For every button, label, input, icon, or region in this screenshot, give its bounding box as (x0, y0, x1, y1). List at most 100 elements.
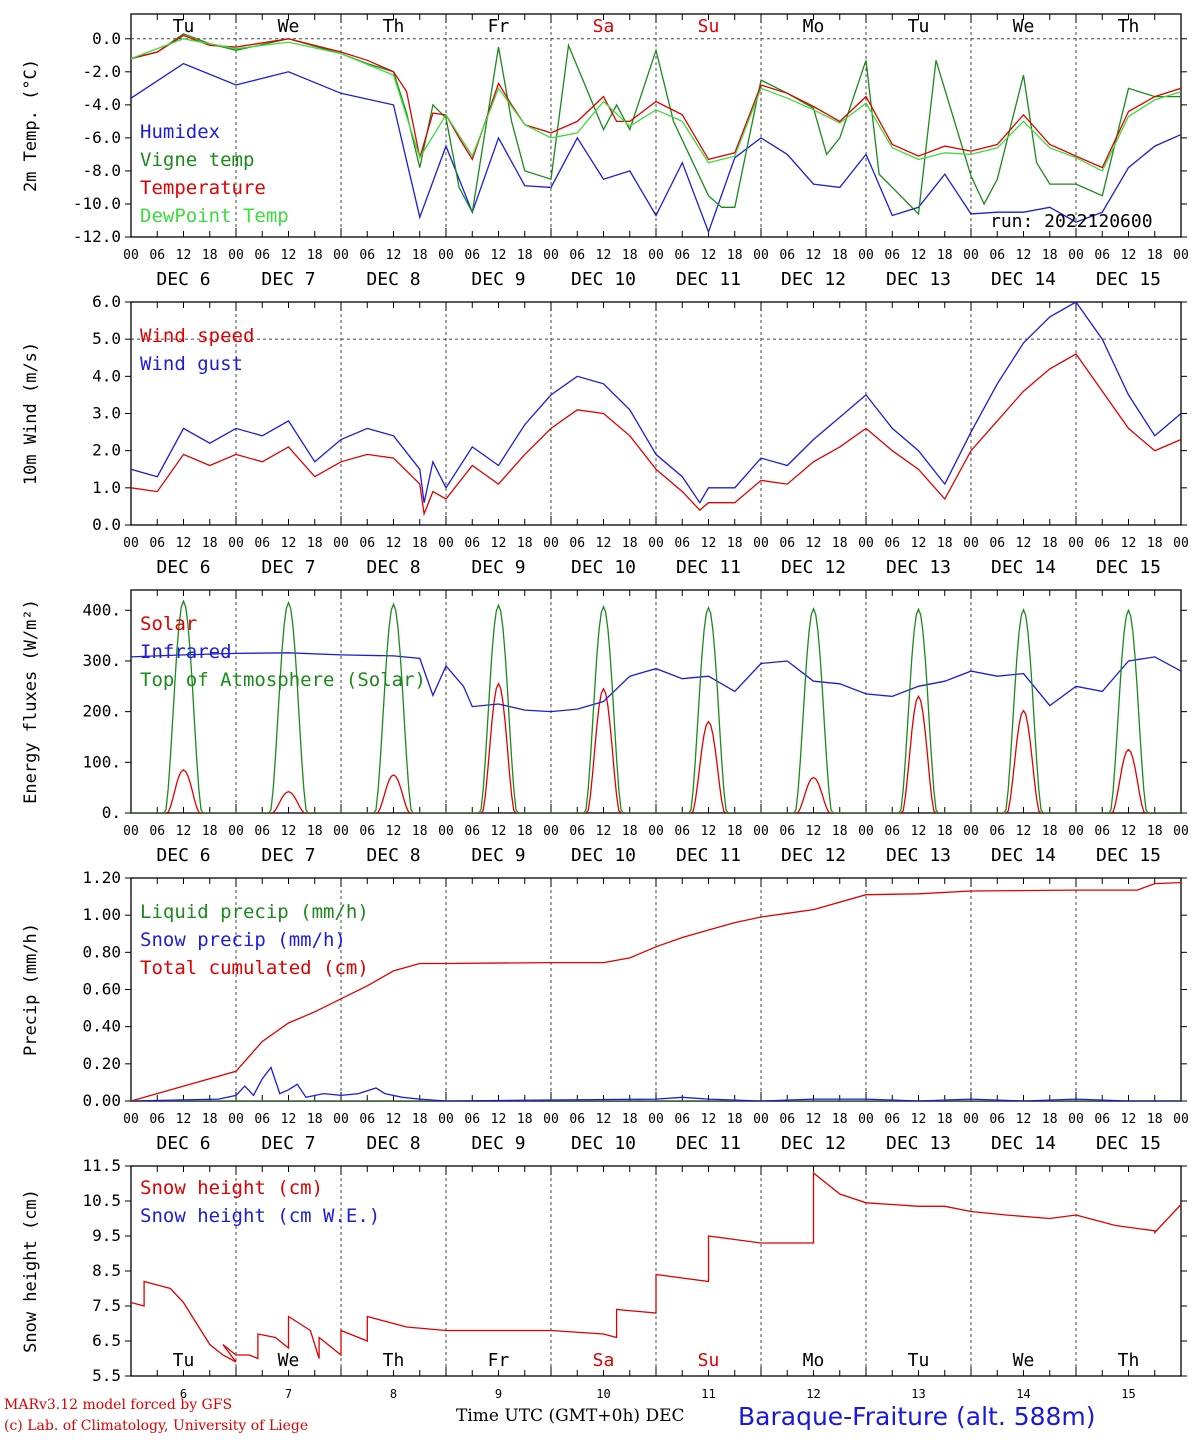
series-snow-height-cm (131, 1171, 1181, 1363)
x-date-label: DEC 15 (1096, 557, 1161, 578)
x-hour-label: 06 (359, 248, 375, 263)
y-axis-label: 10m Wind (m/s) (21, 342, 41, 485)
x-date-label: DEC 12 (781, 269, 846, 290)
y-tick-label: 100. (82, 752, 121, 771)
y-axis-label: Snow height (cm) (21, 1189, 41, 1353)
lab-credit: (c) Lab. of Climatology, University of L… (4, 1418, 309, 1434)
x-hour-label: 00 (963, 536, 979, 551)
x-hour-label: 18 (937, 824, 953, 839)
x-hour-label: 18 (937, 248, 953, 263)
x-hour-label: 06 (254, 1112, 270, 1127)
x-hour-label: 12 (386, 248, 402, 263)
x-axis-title: Time UTC (GMT+0h) DEC (456, 1406, 685, 1426)
day-number-label: 13 (911, 1387, 925, 1400)
x-hour-label: 06 (674, 1112, 690, 1127)
legend-infrared: Infrared (140, 641, 232, 663)
x-date-label: DEC 7 (261, 845, 315, 866)
day-number-label: 15 (1121, 1387, 1135, 1400)
x-hour-label: 06 (569, 536, 585, 551)
y-tick-label: -4.0 (82, 95, 121, 114)
x-hour-label: 00 (648, 248, 664, 263)
x-hour-label: 12 (176, 248, 192, 263)
x-date-label: DEC 7 (261, 1133, 315, 1154)
x-hour-label: 18 (727, 824, 743, 839)
y-tick-label: 0.0 (92, 515, 121, 534)
x-hour-label: 12 (806, 248, 822, 263)
x-date-label: DEC 14 (991, 845, 1056, 866)
series-humidex (131, 62, 1181, 234)
x-date-label: DEC 15 (1096, 845, 1161, 866)
y-tick-label: 6.0 (92, 292, 121, 311)
x-hour-label: 12 (491, 824, 507, 839)
x-hour-label: 12 (911, 824, 927, 839)
x-hour-label: 00 (123, 824, 139, 839)
x-date-label: DEC 8 (366, 845, 420, 866)
y-axis-label: 2m Temp. (°C) (21, 59, 41, 192)
x-hour-label: 00 (543, 1112, 559, 1127)
x-hour-label: 18 (1042, 824, 1058, 839)
x-date-label: DEC 10 (571, 269, 636, 290)
x-hour-label: 06 (569, 1112, 585, 1127)
x-date-label: DEC 9 (471, 1133, 525, 1154)
weekday-label-top: Th (1118, 16, 1140, 37)
x-date-label: DEC 11 (676, 845, 741, 866)
weekday-label-bottom: Tu (173, 1350, 195, 1371)
x-hour-label: 06 (569, 248, 585, 263)
x-hour-label: 06 (464, 1112, 480, 1127)
legend-dewpoint-temp: DewPoint Temp (140, 205, 289, 227)
x-hour-label: 00 (753, 1112, 769, 1127)
x-hour-label: 18 (412, 824, 428, 839)
x-hour-label: 00 (333, 536, 349, 551)
y-tick-label: -8.0 (82, 161, 121, 180)
y-tick-label: 9.5 (92, 1226, 121, 1245)
y-tick-label: 7.5 (92, 1296, 121, 1315)
x-hour-label: 00 (858, 536, 874, 551)
weekday-label-top: Tu (173, 16, 195, 37)
x-hour-label: 18 (622, 824, 638, 839)
x-hour-label: 00 (753, 248, 769, 263)
y-tick-label: 400. (82, 600, 121, 619)
x-hour-label: 18 (307, 824, 323, 839)
run-label: run: 2022120600 (990, 211, 1153, 232)
x-hour-label: 12 (176, 1112, 192, 1127)
x-date-label: DEC 11 (676, 1133, 741, 1154)
x-date-label: DEC 13 (886, 845, 951, 866)
x-hour-label: 12 (806, 536, 822, 551)
x-hour-label: 06 (674, 824, 690, 839)
x-hour-label: 00 (858, 248, 874, 263)
x-hour-label: 00 (648, 824, 664, 839)
x-hour-label: 06 (989, 1112, 1005, 1127)
x-hour-label: 18 (307, 1112, 323, 1127)
day-number-label: 14 (1016, 1387, 1030, 1400)
x-date-label: DEC 12 (781, 557, 846, 578)
x-hour-label: 12 (386, 1112, 402, 1127)
x-hour-label: 12 (911, 1112, 927, 1127)
x-hour-label: 12 (281, 536, 297, 551)
y-tick-label: 6.5 (92, 1331, 121, 1350)
x-date-label: DEC 7 (261, 557, 315, 578)
x-hour-label: 12 (596, 1112, 612, 1127)
x-date-label: DEC 6 (156, 269, 210, 290)
weekday-label-bottom: Mo (803, 1350, 825, 1371)
y-tick-label: -2.0 (82, 62, 121, 81)
x-hour-label: 18 (937, 536, 953, 551)
y-tick-label: 0.00 (82, 1091, 121, 1110)
weekday-label-bottom: We (278, 1350, 300, 1371)
x-hour-label: 12 (1016, 824, 1032, 839)
x-hour-label: 06 (149, 824, 165, 839)
y-tick-label: 300. (82, 651, 121, 670)
x-hour-label: 18 (517, 824, 533, 839)
x-hour-label: 00 (648, 536, 664, 551)
x-hour-label: 12 (386, 536, 402, 551)
x-hour-label: 18 (937, 1112, 953, 1127)
y-tick-label: 0.20 (82, 1054, 121, 1073)
x-hour-label: 06 (464, 248, 480, 263)
x-hour-label: 00 (1173, 1112, 1189, 1127)
legend-temperature: Temperature (140, 177, 266, 199)
x-hour-label: 18 (1147, 824, 1163, 839)
x-hour-label: 06 (779, 824, 795, 839)
x-hour-label: 06 (674, 248, 690, 263)
plot-frame-2 (130, 301, 1182, 526)
x-hour-label: 06 (1094, 1112, 1110, 1127)
x-hour-label: 06 (779, 1112, 795, 1127)
